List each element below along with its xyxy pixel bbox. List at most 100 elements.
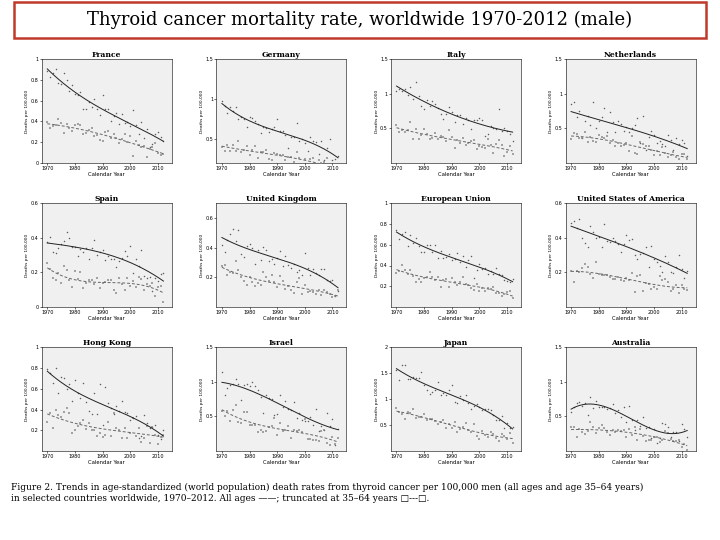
Point [280, 156, 292, 165]
Point [598, 423, 610, 432]
Point [216, 406, 228, 415]
Point [241, 281, 253, 289]
Point [91, 251, 103, 259]
Point [55, 279, 67, 288]
Point [274, 151, 286, 159]
Point [626, 131, 638, 140]
Point [116, 110, 127, 118]
Point [673, 139, 685, 148]
Point [96, 137, 108, 145]
Point [255, 393, 266, 401]
Point [402, 270, 413, 279]
Point [679, 440, 690, 449]
Point [568, 129, 580, 137]
Point [249, 421, 261, 429]
Point [125, 429, 136, 438]
Point [612, 426, 624, 434]
Point [574, 107, 585, 116]
Point [595, 403, 607, 411]
Point [427, 134, 438, 143]
Point [435, 283, 446, 292]
Point [679, 150, 690, 159]
Point [332, 424, 343, 433]
Point [288, 398, 300, 407]
Point [72, 275, 84, 284]
Point [55, 412, 67, 421]
Y-axis label: Deaths per 100,000: Deaths per 100,000 [374, 233, 379, 277]
Point [238, 146, 250, 154]
Point [468, 401, 480, 410]
Point [410, 77, 422, 86]
Point [590, 124, 602, 133]
Point [315, 291, 327, 299]
Point [507, 137, 518, 145]
Point [660, 275, 671, 284]
Point [604, 139, 616, 147]
Point [665, 268, 676, 276]
Point [451, 428, 463, 436]
Point [327, 415, 338, 423]
Point [415, 278, 427, 287]
Point [132, 272, 144, 281]
Point [413, 241, 424, 250]
Point [63, 275, 75, 284]
Point [654, 434, 665, 443]
Point [122, 252, 133, 260]
Point [228, 269, 239, 278]
Point [626, 268, 638, 277]
Point [681, 286, 693, 295]
Point [607, 136, 618, 144]
Point [294, 265, 305, 274]
Point [451, 280, 463, 289]
Point [601, 428, 613, 436]
Point [280, 285, 292, 294]
Point [277, 277, 289, 286]
Point [330, 440, 341, 449]
Point [244, 273, 256, 281]
Point [399, 84, 410, 93]
Point [114, 274, 125, 282]
Point [244, 113, 256, 122]
Point [149, 431, 161, 440]
Point [233, 226, 244, 234]
Point [454, 425, 466, 434]
Point [285, 132, 297, 141]
Point [149, 420, 161, 429]
Point [496, 140, 508, 149]
Point [108, 112, 120, 120]
Point [577, 402, 588, 410]
Point [624, 402, 635, 410]
Point [108, 130, 120, 138]
Point [83, 126, 94, 134]
Point [105, 117, 117, 125]
Point [418, 125, 430, 133]
Point [269, 148, 280, 157]
Point [261, 427, 272, 435]
Point [141, 418, 153, 427]
Point [249, 117, 261, 126]
Text: Figure 2. Trends in age-standardized (world population) death rates from thyroid: Figure 2. Trends in age-standardized (wo… [11, 483, 643, 503]
Point [55, 118, 67, 127]
Point [471, 266, 482, 274]
Point [111, 289, 122, 298]
Point [86, 276, 97, 285]
Point [590, 429, 602, 437]
Point [408, 272, 419, 280]
Point [435, 247, 446, 255]
Point [219, 248, 230, 256]
X-axis label: Calendar Year: Calendar Year [438, 316, 474, 321]
Point [676, 265, 688, 273]
Point [313, 427, 325, 436]
Point [228, 107, 239, 116]
Point [53, 114, 64, 123]
Point [269, 410, 280, 419]
Point [105, 404, 117, 413]
Point [241, 380, 253, 388]
Point [593, 424, 605, 433]
Point [454, 110, 466, 119]
Point [590, 138, 602, 146]
Point [673, 435, 685, 444]
Point [152, 283, 163, 292]
Point [269, 278, 280, 286]
Point [42, 118, 53, 126]
